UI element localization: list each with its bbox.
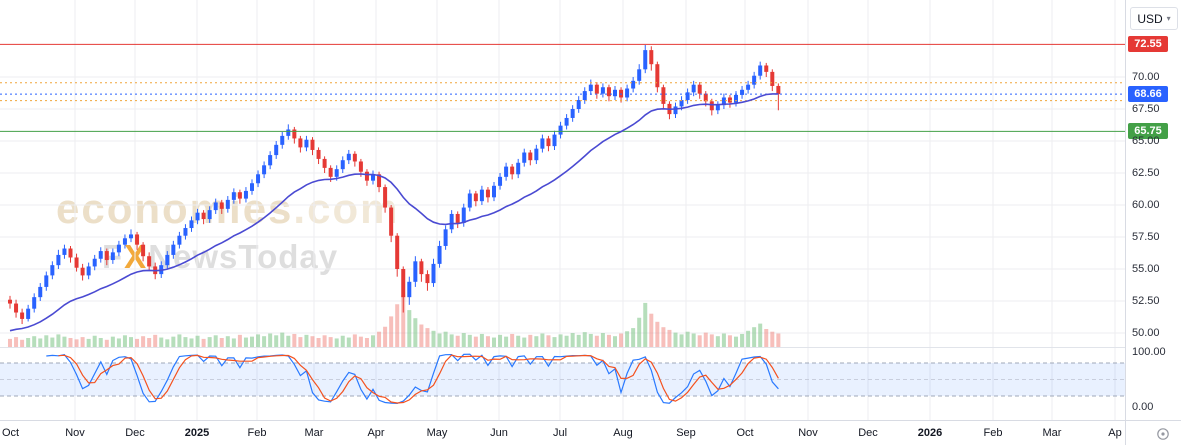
- chevron-down-icon: ▾: [1166, 14, 1171, 23]
- time-axis-label: Sep: [676, 427, 696, 439]
- time-axis-label: May: [426, 427, 448, 439]
- axis-border-horizontal: [0, 420, 1181, 421]
- time-axis-label: Jun: [490, 427, 508, 439]
- time-axis-label: Mar: [304, 427, 324, 439]
- chart-canvas[interactable]: [0, 0, 1125, 420]
- indicator-tick-label: 100.00: [1132, 346, 1166, 358]
- time-axis-label: Nov: [798, 427, 818, 439]
- price-tag-last-price: 68.66: [1128, 86, 1168, 103]
- time-axis-label: Aug: [613, 427, 633, 439]
- time-axis-label: Ap: [1108, 427, 1122, 439]
- price-tick-label: 52.50: [1132, 295, 1160, 307]
- price-tick-label: 50.00: [1132, 327, 1160, 339]
- time-axis-label: Dec: [125, 427, 145, 439]
- price-axis[interactable]: 72.55 68.66 65.75 100.00 0.00 70.00 67.50…: [1126, 0, 1181, 445]
- price-tick-label: 67.50: [1132, 103, 1160, 115]
- indicator-tick-label: 0.00: [1132, 401, 1154, 413]
- time-axis-label: 2026: [917, 427, 943, 439]
- price-tick-label: 57.50: [1132, 231, 1160, 243]
- price-tick-label: 70.00: [1132, 71, 1160, 83]
- time-axis-label: Mar: [1042, 427, 1062, 439]
- price-levels: [0, 43, 1125, 132]
- grid-lines: [0, 0, 1125, 420]
- time-axis-label: Apr: [367, 427, 385, 439]
- time-axis-label: Dec: [858, 427, 878, 439]
- time-axis-label: 2025: [184, 427, 210, 439]
- price-tick-label: 62.50: [1132, 167, 1160, 179]
- price-tick-label: 65.00: [1132, 135, 1160, 147]
- stochastic-lines: [46, 353, 779, 405]
- time-axis-label: Oct: [736, 427, 754, 439]
- currency-selector[interactable]: USD ▾: [1130, 7, 1178, 30]
- stochastic-panel: [0, 362, 1125, 397]
- price-tag-support: 65.75: [1128, 123, 1168, 140]
- axis-border-vertical: [1125, 0, 1126, 445]
- time-axis-label: Nov: [65, 427, 85, 439]
- price-tick-label: 60.00: [1132, 199, 1160, 211]
- time-axis-label: Feb: [247, 427, 267, 439]
- price-tag-resistance: 72.55: [1128, 36, 1168, 53]
- moving-average-line: [9, 93, 779, 332]
- time-axis-label: Oct: [2, 427, 20, 439]
- time-axis-label: Jul: [552, 427, 568, 439]
- price-tick-label: 55.00: [1132, 263, 1160, 275]
- volume-series: [8, 295, 781, 347]
- axis-settings-icon[interactable]: [1156, 427, 1170, 441]
- time-axis[interactable]: Oct Nov Dec 2025 Feb Mar Apr May Jun Jul Aug Sep Oct…: [0, 421, 1126, 445]
- candlestick-series: [8, 45, 781, 325]
- currency-label: USD: [1137, 11, 1163, 26]
- time-axis-label: Feb: [983, 427, 1003, 439]
